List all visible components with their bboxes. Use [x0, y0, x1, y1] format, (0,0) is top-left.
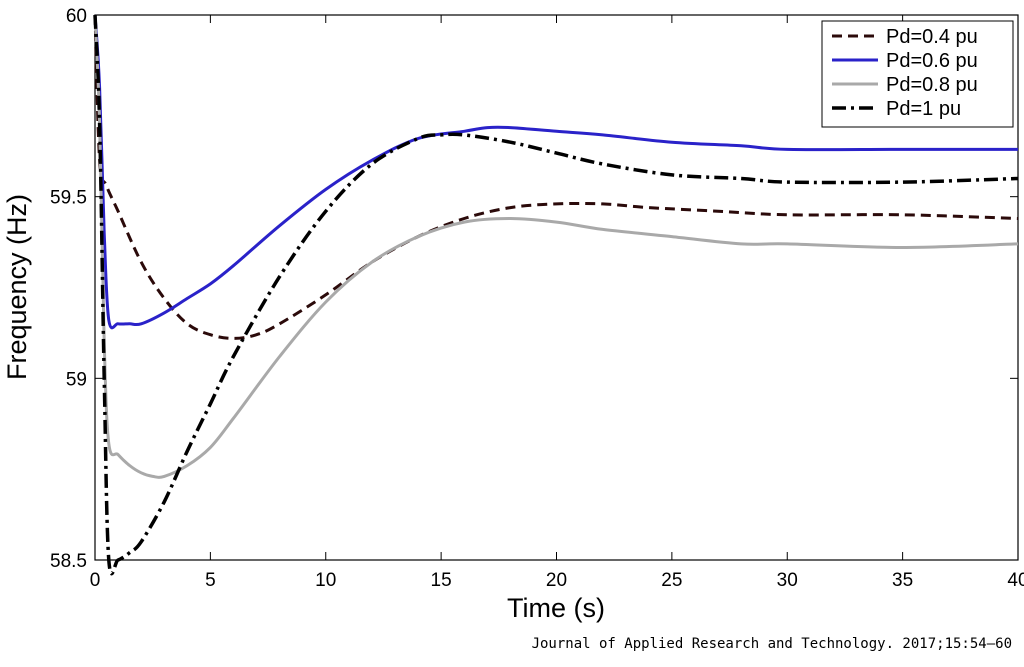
x-tick-label: 35 — [892, 570, 913, 591]
y-tick-label: 60 — [66, 6, 87, 27]
series-lines — [93, 14, 1019, 576]
legend-label-1: Pd=0.4 pu — [886, 26, 978, 48]
x-tick-label: 0 — [90, 570, 101, 591]
x-tick-label: 40 — [1007, 570, 1024, 591]
x-tick-label: 15 — [431, 570, 452, 591]
legend-label-4: Pd=1 pu — [886, 98, 961, 120]
legend-label-3: Pd=0.8 pu — [886, 74, 978, 96]
legend-label-2: Pd=0.6 pu — [886, 50, 978, 72]
y-axis-title: Frequency (Hz) — [2, 194, 32, 380]
y-axis-ticks: 58.5 59 59.5 60 — [50, 6, 1018, 572]
x-tick-label: 10 — [315, 570, 336, 591]
x-axis-ticks: 0 5 10 15 20 25 30 35 40 — [90, 15, 1024, 591]
x-tick-label: 20 — [546, 570, 567, 591]
y-tick-label: 59.5 — [50, 188, 87, 209]
x-axis-title: Time (s) — [507, 593, 605, 623]
y-tick-label: 59 — [66, 369, 87, 390]
series-line-3 — [93, 14, 1019, 479]
x-tick-label: 5 — [205, 570, 216, 591]
series-line-2 — [93, 14, 1018, 330]
y-tick-label: 58.5 — [50, 551, 87, 572]
x-tick-label: 30 — [777, 570, 798, 591]
series-line-4 — [93, 14, 1019, 576]
x-tick-label: 25 — [661, 570, 682, 591]
journal-citation: Journal of Applied Research and Technolo… — [531, 636, 1012, 652]
